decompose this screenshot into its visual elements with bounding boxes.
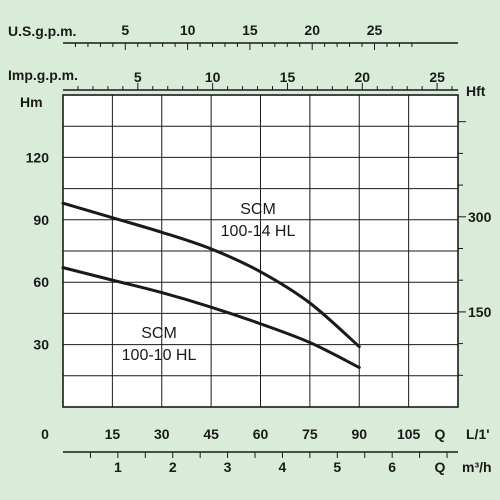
curve-label-line: SCM	[240, 201, 276, 218]
hft-tick-label: 150	[468, 304, 492, 320]
lmin-tick-label: 30	[154, 426, 170, 442]
impgpm-tick-label: 25	[429, 69, 445, 85]
lmin-tick-label: 90	[351, 426, 367, 442]
lmin-tick-label: 60	[253, 426, 269, 442]
usgpm-tick-label: 10	[180, 22, 196, 38]
lmin-tick-label: 0	[41, 426, 49, 442]
impgpm-tick-label: 15	[280, 69, 296, 85]
usgpm-tick-label: 5	[121, 22, 129, 38]
m3h-tick-label: 1	[114, 459, 122, 475]
m3h-axis-label: m³/h	[462, 459, 492, 475]
curve-label-line: 100-10 HL	[122, 347, 197, 364]
impgpm-tick-label: 5	[134, 69, 142, 85]
plot-grid	[62, 42, 466, 458]
hm-tick-label: 60	[33, 274, 49, 290]
lmin-q-letter: Q	[435, 426, 446, 442]
curve-label-line: SCM	[141, 325, 177, 342]
usgpm-tick-label: 20	[304, 22, 320, 38]
m3h-tick-label: 6	[388, 459, 396, 475]
curve-scm-100-14-hl	[61, 201, 361, 349]
hft-axis-label: Hft	[466, 83, 486, 99]
hm-tick-label: 90	[33, 212, 49, 228]
lmin-tick-label: 105	[397, 426, 421, 442]
impgpm-tick-label: 10	[205, 69, 221, 85]
hm-tick-label: 30	[33, 337, 49, 353]
labels-layer: SCM 100-14 HL SCM 100-10 HL U.S.g.p.m. Imp.g.…	[8, 22, 492, 475]
hm-tick-label: 120	[26, 149, 50, 165]
curve-scm-100-10-hl	[61, 266, 361, 369]
lmin-tick-label: 45	[203, 426, 219, 442]
lmin-tick-label: 15	[105, 426, 121, 442]
m3h-tick-label: 5	[333, 459, 341, 475]
curve-label-line: 100-14 HL	[221, 223, 296, 240]
hm-axis-label: Hm	[20, 94, 43, 110]
curves-layer	[61, 201, 361, 369]
usgpm-tick-label: 15	[242, 22, 258, 38]
impgpm-axis-label: Imp.g.p.m.	[8, 67, 78, 83]
m3h-tick-label: 3	[224, 459, 232, 475]
m3h-q-letter: Q	[435, 459, 446, 475]
usgpm-axis-label: U.S.g.p.m.	[8, 23, 76, 39]
m3h-tick-label: 4	[279, 459, 287, 475]
impgpm-tick-label: 20	[354, 69, 370, 85]
usgpm-tick-label: 25	[367, 22, 383, 38]
lmin-tick-label: 75	[302, 426, 318, 442]
m3h-tick-label: 2	[169, 459, 177, 475]
hft-tick-label: 300	[468, 209, 492, 225]
lmin-axis-label: L/1'	[466, 426, 490, 442]
